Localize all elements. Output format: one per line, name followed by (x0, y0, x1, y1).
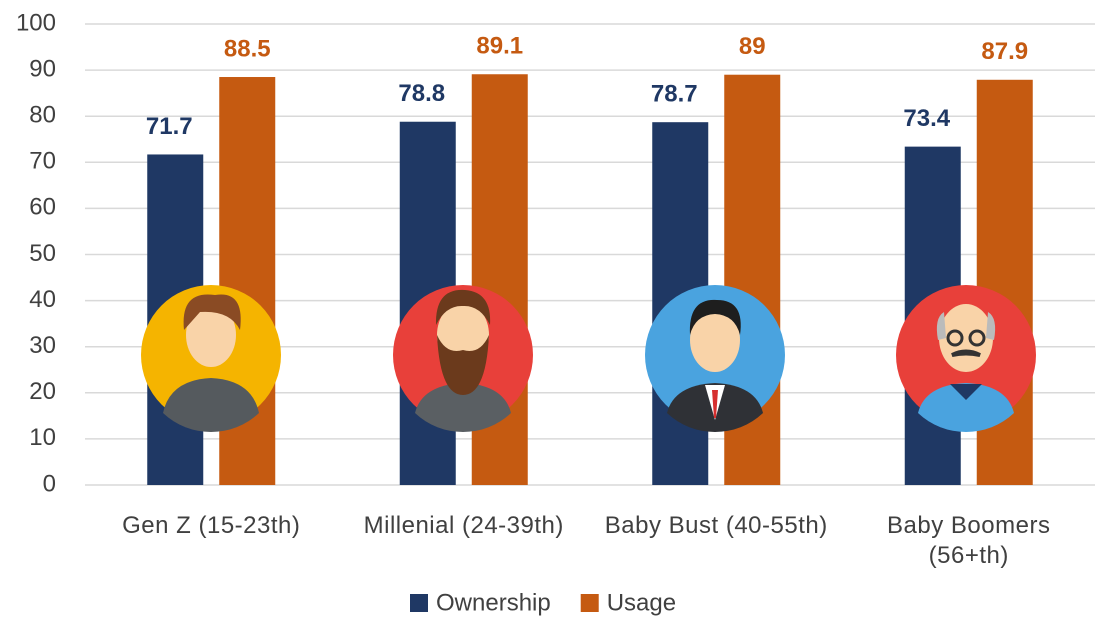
y-tick-label: 50 (29, 240, 56, 267)
y-tick-label: 90 (29, 55, 56, 82)
chart-container: 0 10 20 30 40 50 60 70 80 90 100 71.7 78.8 78.7 73.4 8… (0, 0, 1101, 620)
data-label: 88.5 (224, 35, 271, 62)
y-tick-label: 0 (43, 470, 56, 497)
x-tick-label: Baby Bust (40-55th) (591, 511, 841, 541)
data-label: 89 (739, 33, 766, 60)
y-tick-label: 20 (29, 378, 56, 405)
y-tick-label: 100 (16, 9, 56, 36)
y-tick-label: 70 (29, 148, 56, 175)
data-label: 78.8 (398, 80, 445, 107)
legend-swatch (410, 594, 428, 612)
data-label: 73.4 (903, 105, 950, 132)
data-label: 71.7 (146, 113, 193, 140)
x-tick-label: Baby Boomers (56+th) (844, 511, 1094, 571)
data-label: 78.7 (651, 81, 698, 108)
x-tick-label: Gen Z (15-23th) (86, 511, 336, 541)
y-tick-label: 10 (29, 424, 56, 451)
y-tick-label: 80 (29, 102, 56, 129)
x-tick-label: Millenial (24-39th) (339, 511, 589, 541)
legend-label: Usage (607, 589, 676, 616)
data-label: 87.9 (981, 38, 1028, 65)
data-label: 89.1 (476, 33, 523, 60)
y-tick-label: 60 (29, 194, 56, 221)
legend-swatch (581, 594, 599, 612)
legend-label: Ownership (436, 589, 551, 616)
avatar-moustache (952, 352, 980, 356)
y-tick-label: 30 (29, 332, 56, 359)
y-tick-label: 40 (29, 286, 56, 313)
